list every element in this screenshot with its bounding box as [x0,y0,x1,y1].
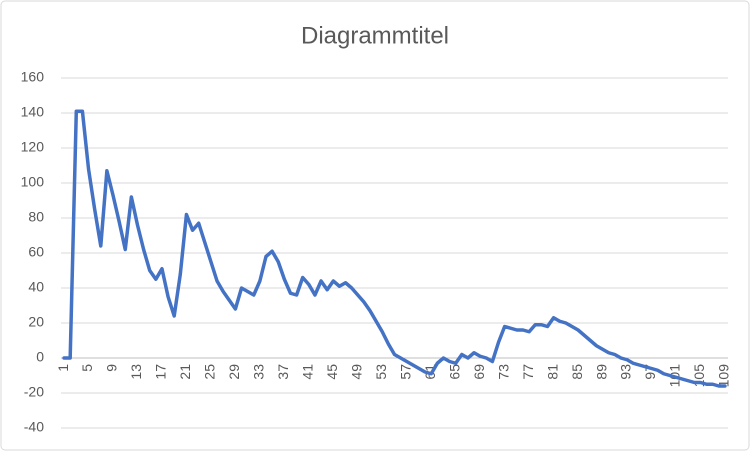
y-tick-label: 20 [28,314,44,330]
x-tick-label: 69 [471,364,487,380]
y-tick-label: 40 [28,279,44,295]
y-tick-label: 140 [21,104,45,120]
x-tick-label: 85 [569,364,585,380]
y-tick-label: 120 [21,139,45,155]
x-tick-label: 29 [226,364,242,380]
x-tick-label: 93 [618,364,634,380]
x-tick-label: 13 [128,364,144,380]
x-tick-label: 77 [520,364,536,380]
x-tick-label: 53 [373,364,389,380]
x-tick-label: 45 [324,364,340,380]
x-tick-label: 33 [251,364,267,380]
y-tick-label: 160 [21,69,45,85]
x-tick-label: 21 [177,364,193,380]
x-tick-label: 109 [716,364,732,388]
line [62,109,727,388]
x-tick-label: 57 [397,364,413,380]
chart-title: Diagrammtitel [301,22,449,49]
x-tick-label: 9 [104,364,120,372]
x-tick-label: 81 [544,364,560,380]
y-tick-label: 80 [28,209,44,225]
x-tick-label: 89 [593,364,609,380]
x-tick-label: 49 [348,364,364,380]
x-tick-label: 37 [275,364,291,380]
x-tick-label: 73 [495,364,511,380]
x-tick-label: 17 [153,364,169,380]
x-tick-label: 41 [300,364,316,380]
x-tick-label: 25 [202,364,218,380]
x-tick-label: 65 [446,364,462,380]
y-tick-label: 0 [36,349,44,365]
y-tick-label: 60 [28,244,44,260]
y-tick-label: -20 [24,384,44,400]
y-tick-label: 100 [21,174,45,190]
x-tick-label: 1 [55,364,71,372]
y-tick-label: -40 [24,419,44,435]
x-tick-label: 5 [79,364,95,372]
